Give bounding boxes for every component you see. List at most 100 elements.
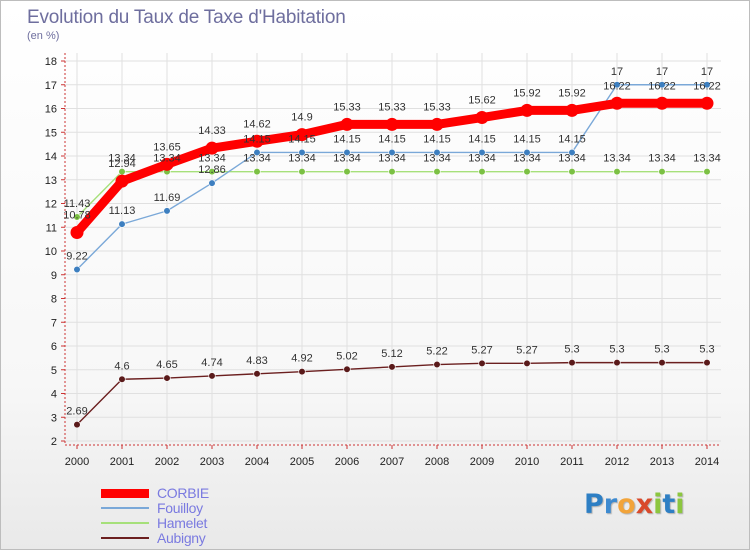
data-label-aubigny: 4.83: [246, 355, 267, 367]
data-label-fouilloy: 11.13: [109, 205, 136, 217]
data-label-aubigny: 4.92: [291, 353, 312, 365]
data-label-hamelet: 13.34: [198, 153, 226, 165]
data-point-fouilloy: [568, 148, 576, 157]
data-point-aubigny: [343, 365, 351, 373]
y-tick-label: 10: [45, 246, 57, 258]
data-point-hamelet: [73, 213, 81, 221]
data-label-fouilloy: 17: [701, 66, 713, 78]
y-tick-label: 5: [51, 365, 57, 377]
data-label-aubigny: 5.3: [609, 344, 624, 356]
chart-subtitle: (en %): [27, 30, 60, 42]
data-label-aubigny: 5.02: [336, 350, 357, 362]
x-tick-label: 2013: [650, 456, 674, 468]
data-point-hamelet: [433, 168, 441, 176]
data-label-fouilloy: 9.22: [66, 251, 87, 263]
logo-letter: x: [635, 489, 654, 520]
data-point-fouilloy: [523, 148, 531, 157]
data-point-aubigny: [253, 370, 261, 378]
x-tick-label: 2007: [380, 456, 404, 468]
logo-letter: P: [584, 489, 604, 520]
data-label-hamelet: 13.34: [558, 153, 586, 165]
legend-label: CORBIE: [157, 485, 209, 501]
x-tick-label: 2005: [290, 456, 314, 468]
data-label-corbie: 16.22: [693, 80, 721, 92]
data-label-hamelet: 13.34: [333, 153, 361, 165]
data-point-fouilloy: [73, 265, 81, 274]
legend-label: Hamelet: [157, 515, 208, 531]
data-label-hamelet: 13.34: [378, 153, 406, 165]
data-point-aubigny: [523, 359, 531, 367]
y-tick-label: 3: [51, 412, 57, 424]
data-point-corbie: [700, 96, 714, 110]
data-label-corbie: 10.78: [63, 209, 91, 221]
data-point-hamelet: [343, 168, 351, 176]
y-tick-label: 8: [51, 294, 57, 306]
data-label-hamelet: 13.34: [423, 153, 451, 165]
axes: 2 3 4 5 6 7 8 9 10 11 12 13 14 15 16 17 18 2000 2001 2002 20…: [45, 53, 721, 468]
data-label-aubigny: 5.27: [471, 344, 492, 356]
data-point-fouilloy: [478, 148, 486, 157]
data-label-fouilloy: 14.15: [243, 133, 271, 145]
x-tick-label: 2009: [470, 456, 494, 468]
data-point-aubigny: [73, 421, 81, 429]
data-label-aubigny: 4.6: [114, 360, 129, 372]
data-label-fouilloy: 14.15: [468, 133, 496, 145]
data-point-hamelet: [208, 168, 216, 176]
y-tick-label: 18: [45, 56, 57, 68]
data-label-fouilloy: 14.15: [513, 133, 541, 145]
y-tick-label: 6: [51, 341, 57, 353]
data-label-hamelet: 13.34: [648, 153, 676, 165]
data-point-corbie: [340, 117, 354, 131]
data-point-fouilloy: [208, 179, 216, 187]
data-labels: 10.78 12.94 13.65 14.33 14.62 14.9 15.33 15.33 1…: [63, 66, 721, 418]
data-point-corbie: [430, 117, 444, 131]
legend-label: Fouilloy: [157, 500, 203, 516]
data-point-aubigny: [388, 363, 396, 371]
data-label-hamelet: 13.34: [513, 153, 541, 165]
data-label-fouilloy: 17: [656, 66, 668, 78]
legend-label: Aubigny: [157, 530, 206, 546]
x-tick-label: 2004: [245, 456, 269, 468]
y-tick-label: 2: [51, 436, 57, 448]
data-label-fouilloy: 11.69: [154, 192, 181, 204]
x-tick-label: 2002: [155, 456, 179, 468]
data-label-corbie: 15.33: [333, 101, 361, 113]
data-label-fouilloy: 14.15: [288, 133, 316, 145]
data-label-fouilloy: 14.15: [423, 133, 451, 145]
data-point-corbie: [385, 117, 399, 131]
data-label-corbie: 12.94: [108, 158, 136, 170]
data-label-hamelet: 13.34: [243, 153, 271, 165]
data-point-aubigny: [568, 359, 576, 367]
data-label-corbie: 14.33: [198, 125, 226, 137]
data-label-aubigny: 4.74: [201, 357, 222, 369]
data-point-fouilloy: [388, 148, 396, 157]
data-label-aubigny: 5.3: [699, 344, 714, 356]
x-tick-label: 2008: [425, 456, 449, 468]
y-tick-label: 4: [51, 389, 57, 401]
data-point-corbie: [565, 103, 579, 117]
data-point-fouilloy: [298, 148, 306, 157]
data-point-hamelet: [388, 168, 396, 176]
data-point-corbie: [115, 174, 129, 188]
data-point-corbie: [295, 128, 309, 142]
legend-swatch: [101, 488, 149, 498]
data-point-hamelet: [658, 168, 666, 176]
data-label-hamelet: 11.43: [64, 198, 91, 210]
data-label-corbie: 15.33: [378, 101, 406, 113]
data-point-fouilloy: [253, 148, 261, 157]
data-label-hamelet: 13.34: [288, 153, 316, 165]
data-point-hamelet: [523, 168, 531, 176]
data-label-aubigny: 5.3: [564, 344, 579, 356]
data-point-aubigny: [433, 360, 441, 369]
legend-swatch: [101, 537, 149, 539]
series-layer: [70, 81, 714, 429]
data-label-fouilloy: 14.15: [333, 133, 361, 145]
logo-letter: o: [617, 489, 636, 520]
data-label-corbie: 16.22: [603, 80, 631, 92]
y-tick-label: 15: [45, 127, 57, 139]
data-label-hamelet: 13.34: [108, 153, 136, 165]
legend-swatch: [101, 522, 149, 524]
data-point-corbie: [160, 157, 174, 171]
data-point-hamelet: [613, 168, 621, 176]
